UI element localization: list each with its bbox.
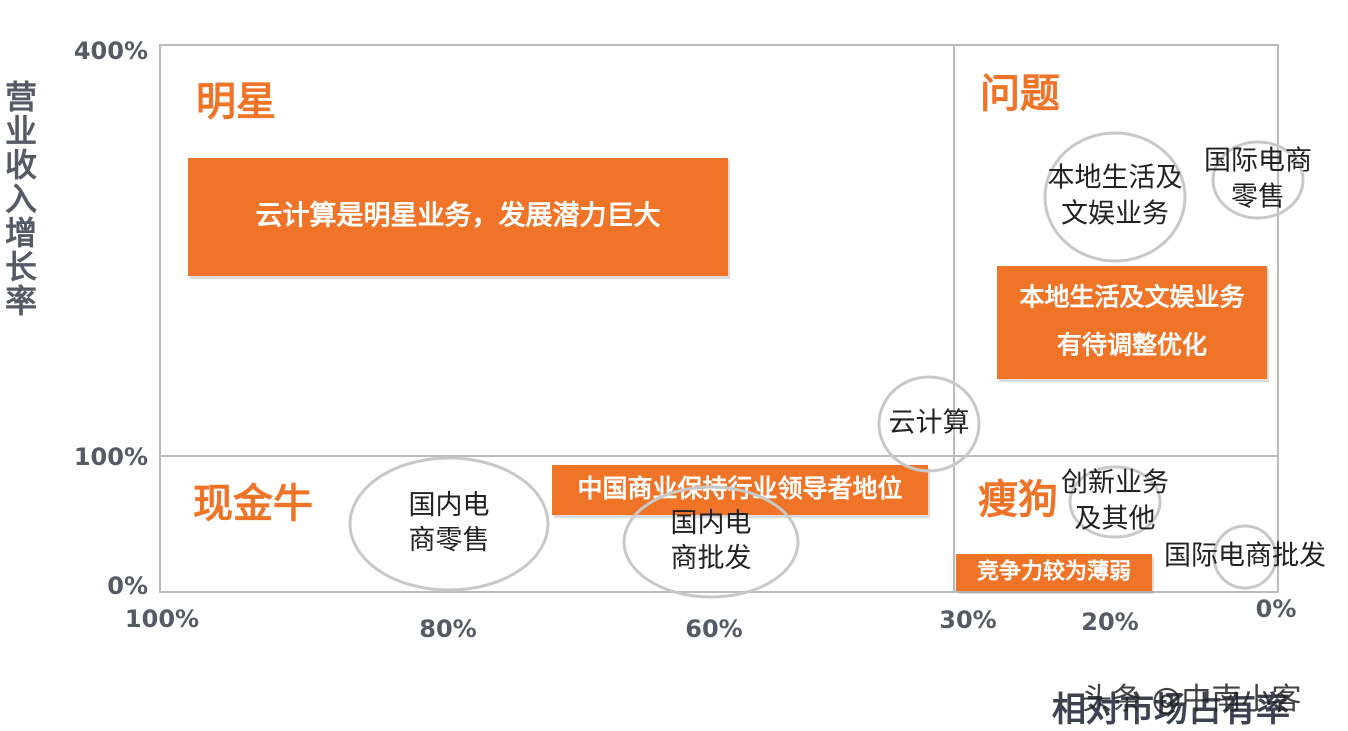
x-tick-label: 0% xyxy=(1256,595,1297,623)
x-tick-label: 100% xyxy=(125,605,199,633)
bubble-label: 文娱业务 xyxy=(1061,199,1169,230)
bubble-label: 国内电 xyxy=(409,490,490,521)
annotation-text-weak: 竞争力较为薄弱 xyxy=(977,559,1131,585)
bubble xyxy=(1068,465,1162,539)
bubble-label: 国际电商批发 xyxy=(1164,541,1326,572)
x-tick-label: 30% xyxy=(939,606,996,634)
annotation-text-local: 本地生活及文娱业务 xyxy=(1019,283,1244,312)
y-tick-label: 0% xyxy=(107,572,148,600)
bubble-label: 商零售 xyxy=(409,525,490,556)
y-tick-label: 400% xyxy=(74,37,148,65)
bubble-label: 商批发 xyxy=(671,543,752,574)
quadrant-label-star: 明星 xyxy=(196,79,276,125)
y-tick-label: 100% xyxy=(74,443,148,471)
annotation-text-local: 有待调整优化 xyxy=(1057,331,1207,360)
bubble-label: 本地生活及 xyxy=(1048,163,1183,194)
bubble-label: 国际电商 xyxy=(1204,146,1312,177)
bubble xyxy=(1043,131,1187,263)
bubble-label: 零售 xyxy=(1231,182,1285,213)
bubble xyxy=(622,485,800,599)
plot-frame xyxy=(159,44,1279,593)
quadrant-label-dog: 瘦狗 xyxy=(978,477,1058,523)
x-tick-label: 20% xyxy=(1081,608,1138,636)
annotation-text-cloud: 云计算是明星业务，发展潜力巨大 xyxy=(256,200,661,232)
bubble xyxy=(1212,524,1278,590)
y-axis-label: 营业收入增长率 xyxy=(0,80,38,318)
watermark: 头条 @中南小客 xyxy=(1082,682,1302,717)
quadrant-label-question: 问题 xyxy=(980,71,1060,117)
bubble-label: 国内电 xyxy=(671,508,752,539)
bubble xyxy=(1211,140,1305,220)
x-axis-label: 相对市场占有率 xyxy=(1052,690,1290,730)
bubble-label: 云计算 xyxy=(889,408,970,439)
annotation-box-cloud xyxy=(188,158,728,276)
bubble-label: 创新业务 xyxy=(1061,468,1169,499)
bubble xyxy=(877,375,981,473)
x-tick-label: 60% xyxy=(685,615,742,643)
bubble-label: 及其他 xyxy=(1075,504,1156,535)
annotation-box-local xyxy=(997,266,1267,379)
quadrant-label-cash-cow: 现金牛 xyxy=(193,481,313,527)
bubble xyxy=(348,456,550,592)
x-tick-label: 80% xyxy=(419,615,476,643)
annotation-box-weak xyxy=(956,554,1152,591)
